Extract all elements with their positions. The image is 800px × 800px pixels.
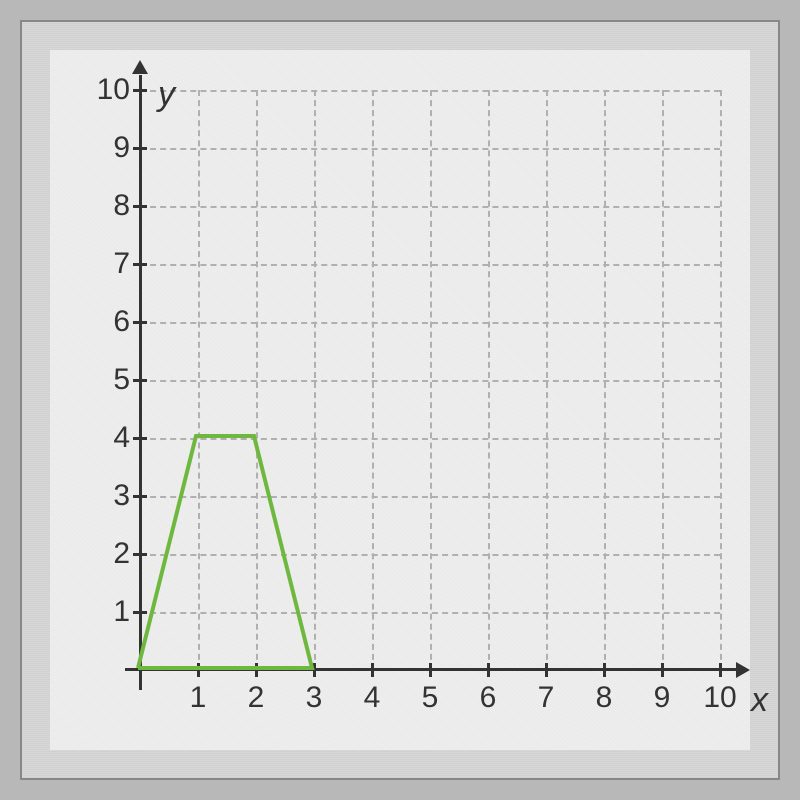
y-tick-label: 7 (90, 247, 130, 281)
x-tick-label: 2 (248, 681, 265, 715)
x-tick (429, 663, 432, 677)
y-tick-label: 9 (90, 131, 130, 165)
grid-line-horizontal (140, 380, 720, 382)
x-axis-label: x (751, 681, 768, 720)
x-tick (545, 663, 548, 677)
y-tick-label: 6 (90, 305, 130, 339)
grid-line-vertical (720, 90, 722, 670)
x-tick (719, 663, 722, 677)
y-tick (133, 263, 147, 266)
grid-line-horizontal (140, 206, 720, 208)
x-tick-label: 4 (364, 681, 381, 715)
x-tick-label: 1 (190, 681, 207, 715)
y-tick (133, 321, 147, 324)
y-tick (133, 205, 147, 208)
x-tick (603, 663, 606, 677)
x-tick-label: 10 (703, 681, 736, 715)
y-tick-label: 5 (90, 363, 130, 397)
y-tick-label: 1 (90, 595, 130, 629)
x-tick (371, 663, 374, 677)
plot-region: 1234567891012345678910 x y (140, 90, 720, 670)
y-tick-label: 4 (90, 421, 130, 455)
y-tick-label: 3 (90, 479, 130, 513)
x-tick-label: 6 (480, 681, 497, 715)
y-tick-label: 10 (90, 73, 130, 107)
grid-line-horizontal (140, 322, 720, 324)
chart-frame: 1 2 3 4 5 6 7 8 9 10 1 2 3 4 5 6 7 8 9 10 x y (20, 20, 780, 780)
y-tick-label: 8 (90, 189, 130, 223)
grid-line-horizontal (140, 148, 720, 150)
y-tick (133, 89, 147, 92)
trapezoid-shape (138, 436, 312, 668)
x-tick-label: 5 (422, 681, 439, 715)
x-tick-label: 9 (654, 681, 671, 715)
y-tick (133, 147, 147, 150)
plotted-shape (138, 428, 322, 670)
x-tick-label: 7 (538, 681, 555, 715)
grid-line-horizontal (140, 264, 720, 266)
y-axis-label: y (158, 75, 175, 114)
x-tick-label: 3 (306, 681, 323, 715)
y-tick (133, 379, 147, 382)
chart-area: 1234567891012345678910 x y (50, 50, 750, 750)
x-tick (661, 663, 664, 677)
x-axis-arrow-icon (736, 662, 750, 678)
x-tick (487, 663, 490, 677)
x-tick-label: 8 (596, 681, 613, 715)
grid-line-horizontal (140, 90, 720, 92)
y-axis-arrow-icon (132, 60, 148, 74)
y-tick-label: 2 (90, 537, 130, 571)
